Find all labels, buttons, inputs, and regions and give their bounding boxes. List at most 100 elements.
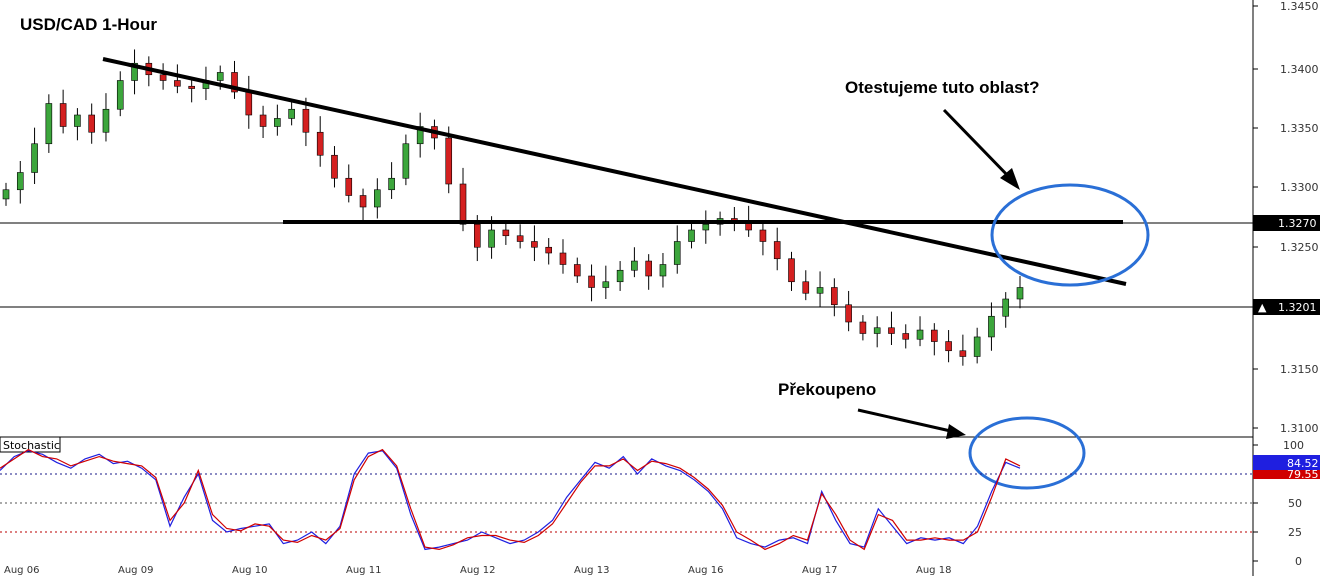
y-tick-label: 1.3100 — [1280, 422, 1319, 435]
svg-text:1.3201: 1.3201 — [1278, 301, 1317, 314]
candle-body — [302, 108, 310, 133]
x-tick-label: Aug 16 — [688, 565, 723, 576]
candle-body — [902, 333, 910, 340]
candle-body — [888, 327, 895, 334]
arrow-bottom — [857, 408, 966, 439]
candle-body — [45, 103, 53, 145]
candle-body — [345, 177, 353, 196]
candle-body — [931, 329, 938, 342]
candle-body — [916, 329, 924, 340]
y-tick-label: 1.3250 — [1280, 241, 1319, 254]
candle-body — [288, 108, 295, 119]
candle-body — [559, 252, 567, 265]
price-badge-1.3270: 1.3270 — [1253, 215, 1320, 231]
candle-body — [873, 327, 881, 334]
candle-body — [945, 341, 952, 352]
candle-body — [16, 172, 24, 191]
candle-body — [688, 229, 695, 242]
candles — [2, 49, 1024, 366]
candle-body — [788, 258, 795, 283]
candle-body — [31, 143, 38, 173]
candle-body — [802, 281, 810, 294]
candle-body — [116, 80, 124, 110]
candle-body — [831, 287, 838, 306]
candle-body — [588, 275, 595, 288]
candle-body — [1002, 298, 1010, 317]
candle-body — [374, 189, 381, 208]
candle-body — [816, 287, 824, 294]
y-tick-label: 1.3350 — [1280, 122, 1319, 135]
candle-body — [545, 246, 553, 254]
candle-body — [645, 260, 652, 277]
highlight-ellipse-top — [990, 183, 1150, 287]
candle-body — [845, 304, 852, 323]
candle-body — [259, 114, 267, 127]
stoch-badge-red-label: 79.55 — [1287, 468, 1319, 481]
annotation-overbought: Překoupeno — [778, 380, 876, 399]
stochastic-d-line — [0, 448, 1021, 551]
x-tick-label: Aug 13 — [574, 565, 609, 576]
x-tick-label: Aug 12 — [460, 565, 495, 576]
arrow-top — [942, 108, 1020, 190]
candle-body — [516, 235, 524, 242]
stoch-badge-blue-label: 84.52 — [1287, 457, 1319, 470]
x-tick-label: Aug 10 — [232, 565, 267, 576]
stoch-badge-blue — [1253, 455, 1320, 470]
candle-body — [159, 74, 167, 81]
stochastic-panel: Stochastic 100 50 25 0 79.55 84.52 — [0, 436, 1320, 568]
y-tick-label: 1.3450 — [1280, 0, 1319, 13]
x-tick-label: Aug 09 — [118, 565, 153, 576]
candle-body — [659, 264, 667, 277]
candle-body — [502, 229, 510, 237]
candle-body — [188, 85, 195, 89]
candle-body — [274, 118, 281, 127]
stochastic-k-line — [0, 450, 1021, 551]
candle-body — [402, 143, 410, 179]
candle-body — [245, 91, 253, 116]
candle-body — [616, 269, 624, 283]
candle-body — [488, 229, 495, 248]
candle-body — [988, 315, 995, 338]
stoch-tick-0: 0 — [1295, 555, 1302, 568]
y-tick-label: 1.3150 — [1280, 363, 1319, 376]
candle-body — [131, 62, 138, 81]
candle-body — [88, 114, 95, 133]
candle-body — [573, 264, 581, 277]
candle-body — [59, 103, 67, 127]
candle-body — [702, 223, 710, 231]
candle-body — [459, 183, 467, 225]
candle-body — [416, 126, 424, 145]
stoch-tick-25: 25 — [1288, 526, 1302, 539]
candle-body — [759, 229, 767, 242]
candle-body — [531, 241, 538, 248]
candle-body — [316, 131, 324, 156]
x-tick-label: Aug 06 — [4, 565, 39, 576]
y-axis-main: 1.3450 1.3400 1.3350 1.3300 1.3250 1.315… — [1253, 0, 1319, 435]
chart-title: USD/CAD 1-Hour — [20, 15, 157, 34]
candle-body — [2, 189, 10, 200]
candle-body — [74, 114, 81, 127]
candle-body — [973, 336, 981, 357]
stochastic-label: Stochastic — [3, 439, 60, 452]
candle-body — [631, 260, 638, 271]
candle-body — [602, 281, 610, 288]
y-tick-label: 1.3400 — [1280, 63, 1319, 76]
candle-body — [231, 72, 238, 93]
x-tick-label: Aug 11 — [346, 565, 381, 576]
candle-body — [102, 108, 110, 133]
candle-body — [673, 241, 681, 265]
svg-text:1.3270: 1.3270 — [1278, 217, 1317, 230]
x-tick-label: Aug 17 — [802, 565, 837, 576]
stoch-badge-red — [1253, 469, 1320, 479]
candle-body — [473, 223, 481, 248]
candle-body — [359, 195, 367, 208]
y-tick-label: 1.3300 — [1280, 181, 1319, 194]
trendline — [102, 57, 1127, 286]
stoch-tick-50: 50 — [1288, 497, 1302, 510]
candle-body — [959, 350, 967, 357]
candle-body — [773, 241, 781, 260]
candle-body — [216, 72, 224, 81]
candle-body — [859, 321, 867, 334]
x-tick-label: Aug 18 — [916, 565, 951, 576]
